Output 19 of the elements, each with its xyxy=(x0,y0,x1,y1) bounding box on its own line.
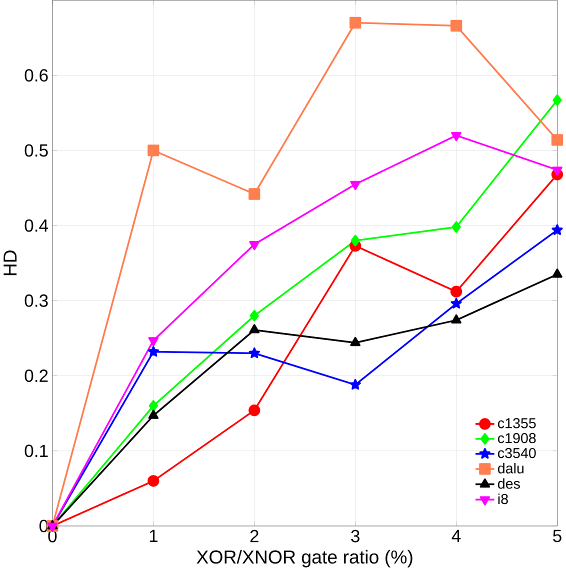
y-tick-label: 0.3 xyxy=(24,294,48,307)
y-tick-label: 0.5 xyxy=(24,144,48,157)
x-tick-label: 4 xyxy=(452,530,461,542)
legend-label: dalu xyxy=(498,462,524,474)
y-tick-label: 0.6 xyxy=(24,69,48,82)
x-tick-label: 1 xyxy=(150,530,158,542)
legend-label: c1908 xyxy=(498,433,536,444)
legend-label: des xyxy=(498,478,520,489)
x-tick-label: 3 xyxy=(351,530,360,542)
y-tick-label: 0.2 xyxy=(24,370,48,382)
y-tick-label: 0.1 xyxy=(24,444,48,458)
legend-label: c1355 xyxy=(498,418,536,428)
x-tick-label: 2 xyxy=(250,530,258,542)
y-tick-label: 0.4 xyxy=(24,219,48,232)
x-axis-title: XOR/XNOR gate ratio (%) xyxy=(196,550,412,568)
x-tick-label: 5 xyxy=(553,530,562,542)
y-axis-title: HD xyxy=(4,250,17,276)
legend-label: c3540 xyxy=(498,448,536,458)
legend-label: i8 xyxy=(498,494,508,504)
